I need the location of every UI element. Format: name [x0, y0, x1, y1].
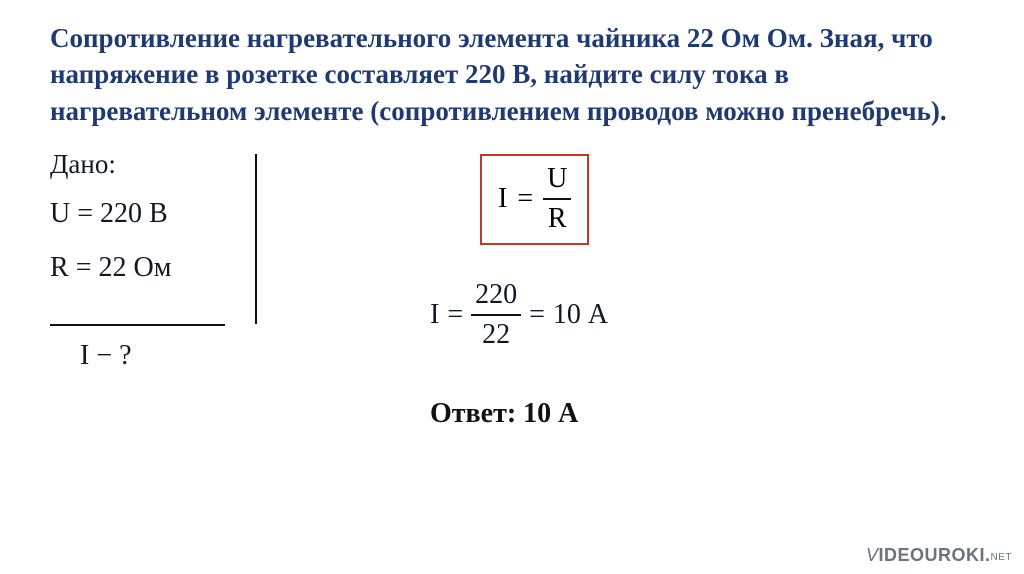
find-q: ? [119, 340, 131, 371]
watermark: VIDEOUROKI.NET [866, 545, 1012, 566]
watermark-rest: IDEOUROKI [878, 545, 985, 565]
eq-sign: = [76, 252, 92, 283]
sym-r: R [50, 252, 69, 283]
formula-eq: = [517, 183, 533, 215]
formula-fraction: U R [543, 164, 571, 233]
formula-lhs: I [498, 183, 507, 215]
answer-row: Ответ: 10 А [430, 398, 578, 430]
calc-eq: = [447, 299, 463, 331]
voltage-value: 220 В [100, 198, 168, 229]
answer-label: Ответ: [430, 398, 516, 429]
calc-den: 22 [478, 320, 514, 349]
given-divider-horizontal [50, 324, 225, 326]
watermark-v: V [866, 545, 879, 565]
given-column: U = 220 В R = 22 Ом [50, 184, 250, 306]
find-sym: I [80, 340, 89, 371]
fraction-bar [471, 314, 521, 316]
eq-sign: = [77, 198, 93, 229]
ohms-law-formula: I = U R [498, 164, 571, 233]
calc-lhs: I [430, 299, 439, 331]
formula-num: U [543, 164, 571, 193]
physics-problem-slide: Сопротивление нагревательного элемента ч… [0, 0, 1024, 574]
work-area: U = 220 В R = 22 Ом I − ? I = U [50, 184, 984, 444]
formula-den: R [544, 204, 571, 233]
given-voltage: U = 220 В [50, 198, 250, 230]
resistance-value: 22 Ом [98, 252, 171, 283]
watermark-net: NET [991, 552, 1013, 563]
calc-fraction: 220 22 [471, 280, 521, 349]
ohms-law-formula-box: I = U R [480, 154, 589, 245]
given-divider-vertical [255, 154, 257, 324]
calculation-row: I = 220 22 = 10 А [430, 280, 608, 349]
calc-num: 220 [471, 280, 521, 309]
sym-u: U [50, 198, 70, 229]
problem-statement: Сопротивление нагревательного элемента ч… [50, 20, 984, 129]
fraction-bar [543, 198, 571, 200]
answer-value: 10 А [523, 398, 578, 429]
problem-text: Сопротивление нагревательного элемента ч… [50, 23, 947, 126]
find-sep: − [96, 340, 112, 371]
calc-result: 10 А [553, 299, 608, 331]
given-resistance: R = 22 Ом [50, 252, 250, 284]
calc-eq2: = [529, 299, 545, 331]
watermark-dot: . [985, 545, 991, 565]
find-row: I − ? [80, 340, 132, 372]
